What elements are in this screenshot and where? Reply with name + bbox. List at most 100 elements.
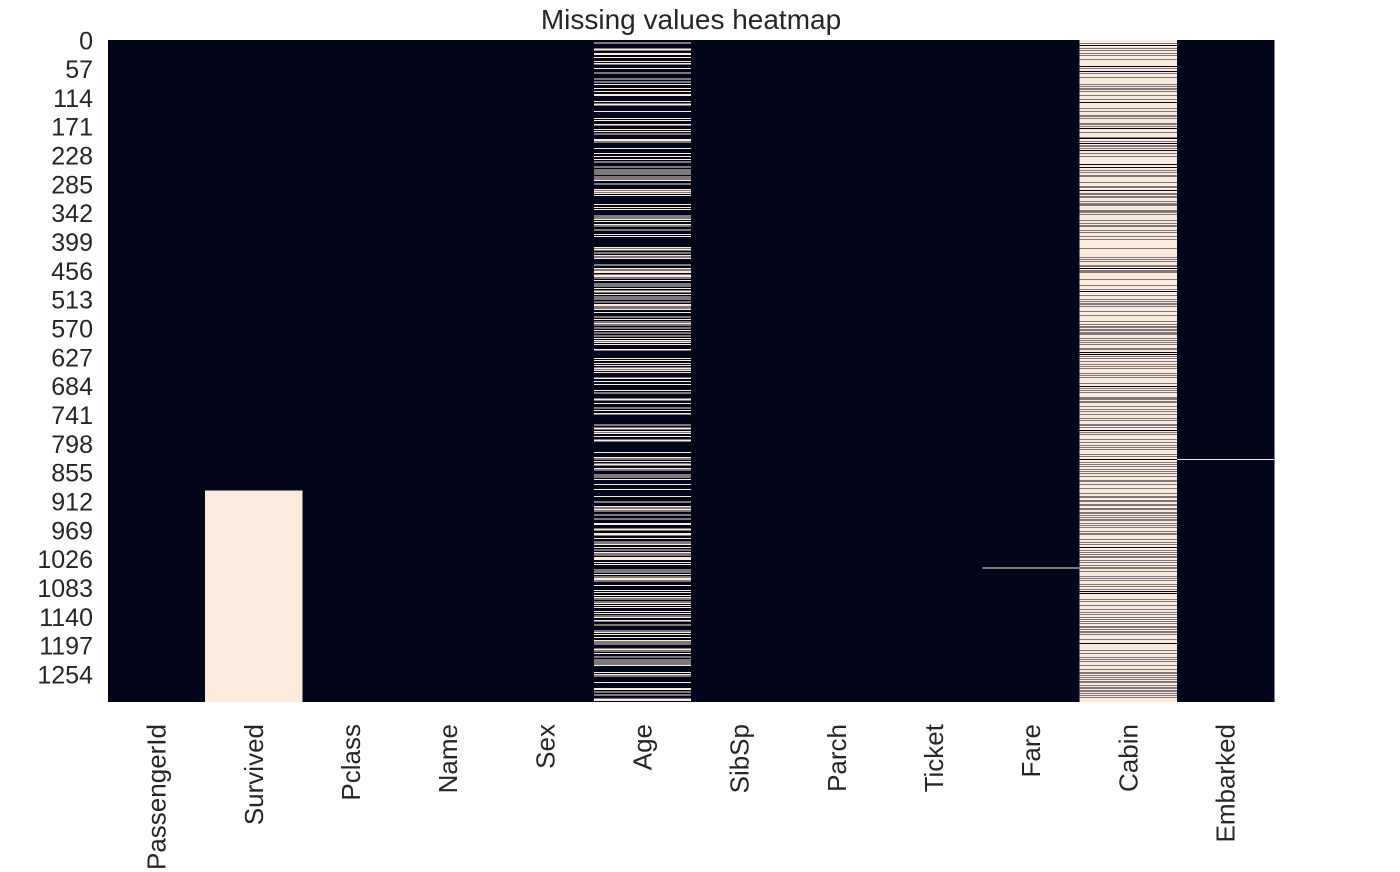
y-tick-label: 798	[51, 431, 93, 459]
missing-mark-cabin	[1079, 198, 1177, 201]
missing-mark-age	[593, 432, 691, 434]
missing-mark-cabin	[1079, 262, 1177, 264]
missing-mark-cabin	[1079, 569, 1177, 571]
missing-mark-cabin	[1079, 573, 1177, 577]
missing-mark-age	[593, 341, 691, 343]
missing-mark-age	[593, 308, 691, 311]
missing-mark-cabin	[1079, 299, 1177, 301]
missing-mark-cabin	[1079, 286, 1177, 288]
missing-mark-cabin	[1079, 485, 1177, 489]
missing-mark-age	[593, 687, 691, 689]
missing-mark-age	[593, 663, 691, 665]
missing-mark-cabin	[1079, 690, 1177, 692]
missing-mark-cabin	[1079, 313, 1177, 316]
missing-mark-cabin	[1079, 570, 1177, 572]
missing-mark-age	[593, 675, 691, 677]
missing-mark-age	[593, 543, 691, 546]
missing-mark-age	[593, 522, 691, 524]
missing-mark-age	[593, 296, 691, 298]
missing-mark-age	[593, 360, 691, 362]
missing-mark-cabin	[1079, 658, 1177, 660]
missing-mark-cabin	[1079, 109, 1177, 112]
missing-mark-age	[593, 458, 691, 460]
missing-mark-age	[593, 189, 691, 191]
missing-mark-cabin	[1079, 554, 1177, 556]
missing-mark-cabin	[1079, 443, 1177, 446]
missing-mark-age	[593, 169, 691, 171]
missing-mark-cabin	[1079, 364, 1177, 367]
missing-mark-cabin	[1079, 420, 1177, 424]
missing-mark-age	[593, 131, 691, 133]
missing-mark-age	[593, 476, 691, 478]
missing-mark-cabin	[1079, 473, 1177, 476]
missing-mark-age	[593, 306, 691, 308]
missing-mark-age	[593, 49, 691, 51]
missing-mark-cabin	[1079, 52, 1177, 54]
y-tick-label: 513	[51, 287, 93, 315]
missing-mark-cabin	[1079, 435, 1177, 440]
missing-mark-cabin	[1079, 395, 1177, 398]
missing-mark-cabin	[1079, 133, 1177, 135]
missing-mark-cabin	[1079, 448, 1177, 450]
missing-mark-cabin	[1079, 610, 1177, 613]
missing-mark-age	[593, 104, 691, 106]
missing-mark-cabin	[1079, 501, 1177, 504]
missing-mark-age	[593, 152, 691, 154]
missing-mark-age	[593, 665, 691, 667]
y-tick-label: 114	[53, 85, 93, 113]
missing-mark-age	[593, 636, 691, 638]
missing-mark-cabin	[1079, 279, 1177, 281]
missing-mark-cabin	[1079, 562, 1177, 565]
x-tick-label: Ticket	[919, 723, 949, 792]
missing-mark-cabin	[1079, 643, 1177, 645]
missing-mark-cabin	[1079, 676, 1177, 678]
missing-mark-age	[593, 457, 691, 459]
missing-mark-cabin	[1079, 129, 1177, 133]
missing-mark-cabin	[1079, 336, 1177, 338]
missing-mark-cabin	[1079, 296, 1177, 299]
missing-mark-cabin	[1079, 179, 1177, 183]
y-tick-label: 1254	[37, 661, 93, 689]
missing-mark-cabin	[1079, 550, 1177, 552]
missing-mark-age	[593, 53, 691, 56]
missing-mark-cabin	[1079, 523, 1177, 525]
missing-mark-age	[593, 215, 691, 217]
missing-mark-cabin	[1079, 315, 1177, 317]
missing-mark-cabin	[1079, 509, 1177, 511]
missing-mark-cabin	[1079, 357, 1177, 359]
missing-mark-age	[593, 337, 691, 339]
missing-mark-age	[593, 601, 691, 603]
missing-mark-cabin	[1079, 586, 1177, 590]
missing-mark-cabin	[1079, 466, 1177, 470]
missing-mark-cabin	[1079, 334, 1177, 336]
missing-mark-cabin	[1079, 497, 1177, 499]
missing-mark-cabin	[1079, 263, 1177, 266]
missing-mark-age	[593, 88, 691, 90]
missing-mark-cabin	[1079, 620, 1177, 622]
missing-mark-cabin	[1079, 344, 1177, 348]
missing-mark-cabin	[1079, 348, 1177, 350]
missing-mark-cabin	[1079, 626, 1177, 628]
missing-mark-cabin	[1079, 440, 1177, 443]
missing-mark-cabin	[1079, 285, 1177, 287]
missing-mark-cabin	[1079, 506, 1177, 509]
missing-mark-cabin	[1079, 156, 1177, 158]
missing-mark-cabin	[1079, 207, 1177, 209]
missing-mark-cabin	[1079, 631, 1177, 633]
missing-mark-age	[593, 643, 691, 645]
missing-mark-cabin	[1079, 402, 1177, 404]
missing-mark-cabin	[1079, 192, 1177, 194]
missing-mark-cabin	[1079, 510, 1177, 512]
missing-mark-cabin	[1079, 103, 1177, 109]
missing-mark-cabin	[1079, 204, 1177, 206]
missing-mark-cabin	[1079, 89, 1177, 92]
missing-mark-cabin	[1079, 146, 1177, 149]
missing-mark-cabin	[1079, 274, 1177, 280]
missing-mark-cabin	[1079, 476, 1177, 481]
missing-mark-cabin	[1079, 568, 1177, 570]
missing-mark-age	[593, 291, 691, 293]
missing-mark-age	[593, 224, 691, 226]
missing-mark-cabin	[1079, 42, 1177, 44]
missing-mark-cabin	[1079, 489, 1177, 491]
missing-mark-age	[593, 133, 691, 135]
